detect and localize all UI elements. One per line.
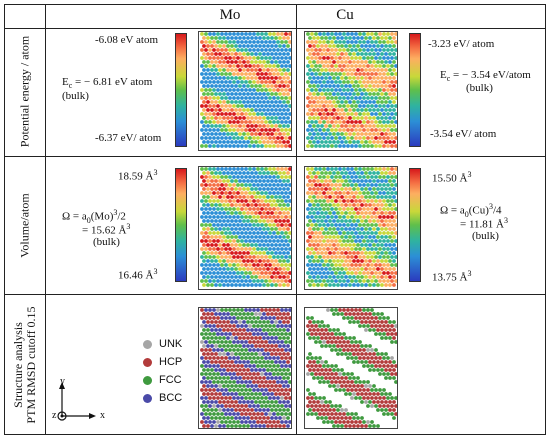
cu-bulk-label: (bulk) xyxy=(466,82,493,94)
cu-energy-colorbar xyxy=(409,33,421,147)
cu-cohesive-energy: Ec = − 3.54 eV/atom xyxy=(440,69,531,84)
mo-energy-max: -6.08 eV atom xyxy=(95,34,159,46)
row-label-energy: Potential energy / atom xyxy=(17,35,32,148)
grid-line xyxy=(45,4,46,435)
cu-volume-map xyxy=(304,166,398,290)
cu-atomic-volume-value: = 11.81 Å3 xyxy=(460,216,508,231)
legend-swatch-unk xyxy=(143,340,152,349)
mo-volume-map xyxy=(198,166,292,290)
grid-line xyxy=(4,4,546,5)
cu-structure-map xyxy=(304,307,398,429)
grid-line xyxy=(4,4,5,435)
mo-volume-colorbar xyxy=(175,168,187,282)
grid-line xyxy=(296,4,297,435)
grid-line xyxy=(4,434,546,435)
cu-volume-max: 15.50 Å3 xyxy=(432,170,472,185)
column-header-mo: Mo xyxy=(219,7,241,23)
x-arrowhead xyxy=(89,413,96,419)
mo-structure-map xyxy=(198,307,292,429)
legend-swatch-hcp xyxy=(143,358,152,367)
row-label-structure: Structure analysis PTM RMSD cutoff 0.15 xyxy=(11,295,38,435)
mo-cohesive-energy: Ec = − 6.81 eV atom xyxy=(62,76,153,91)
column-header-cu: Cu xyxy=(336,7,354,23)
row-label-volume: Volume/atom xyxy=(17,193,32,258)
mo-atomic-volume-value: = 15.62 Å3 xyxy=(82,222,131,237)
cu-atomic-volume-formula: Ω = a0(Cu)3/4 xyxy=(440,202,502,219)
row-label-structure-line2: PTM RMSD cutoff 0.15 xyxy=(24,306,38,424)
cu-volume-bulk-label: (bulk) xyxy=(472,230,499,242)
cu-energy-min: -3.54 eV/ atom xyxy=(430,128,497,140)
grid-line xyxy=(4,28,546,29)
mo-energy-colorbar xyxy=(175,33,187,147)
grid-line xyxy=(545,4,546,435)
mo-bulk-label: (bulk) xyxy=(62,90,89,102)
grid-line xyxy=(4,156,546,157)
grid-line xyxy=(4,294,546,295)
y-arrowhead xyxy=(59,382,65,389)
cu-volume-colorbar xyxy=(409,168,421,282)
cu-energy-map xyxy=(304,31,398,151)
coordinate-axes xyxy=(57,382,96,421)
mo-volume-bulk-label: (bulk) xyxy=(93,236,120,248)
y-axis-label: y xyxy=(60,376,65,387)
legend-swatch-fcc xyxy=(143,376,152,385)
legend-label-bcc: BCC xyxy=(159,392,183,404)
z-axis-dot xyxy=(60,414,64,418)
legend-label-fcc: FCC xyxy=(159,374,182,386)
mo-volume-min: 16.46 Å3 xyxy=(118,267,158,282)
z-axis-label: z xyxy=(52,410,57,421)
legend-swatch-bcc xyxy=(143,394,152,403)
x-axis-label: x xyxy=(100,410,105,421)
z-axis-symbol xyxy=(57,411,67,421)
cu-volume-min: 13.75 Å3 xyxy=(432,269,472,284)
legend-label-unk: UNK xyxy=(159,338,183,350)
mo-energy-min: -6.37 eV/ atom xyxy=(95,132,162,144)
cu-energy-max: -3.23 eV/ atom xyxy=(428,38,495,50)
mo-energy-map xyxy=(198,31,292,151)
mo-atomic-volume-formula: Ω = a0(Mo)3/2 xyxy=(62,208,126,225)
legend-label-hcp: HCP xyxy=(159,356,183,368)
mo-volume-max: 18.59 Å3 xyxy=(118,168,158,183)
